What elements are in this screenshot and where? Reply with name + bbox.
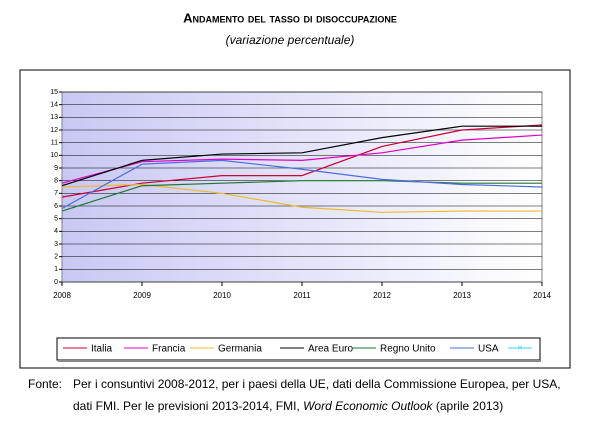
- y-tick-label: 1: [54, 266, 58, 273]
- y-tick-label: 11: [51, 140, 58, 147]
- y-tick-label: 7: [54, 190, 58, 197]
- y-tick-label: 3: [54, 241, 58, 248]
- x-tick-label: 2009: [133, 291, 151, 300]
- legend-label: Regno Unito: [380, 344, 436, 355]
- plot-area: [61, 91, 543, 283]
- y-tick-label: 5: [54, 216, 58, 223]
- chart-title: Andamento del tasso di disoccupazione: [183, 10, 397, 25]
- series-line: [61, 159, 543, 210]
- series-line: [61, 180, 542, 212]
- legend-label: Italia: [91, 344, 113, 355]
- series-line: [61, 125, 542, 187]
- legend-label: Area Euro: [308, 344, 353, 355]
- note-text: Per i consuntivi 2008-2012, per i paesi …: [73, 377, 561, 391]
- y-tick-label: 13: [50, 114, 58, 121]
- y-tick-label: 8: [54, 178, 58, 185]
- y-tick-label: 4: [54, 228, 58, 235]
- x-tick-label: 2013: [453, 291, 471, 300]
- note-label: Fonte:: [28, 377, 62, 391]
- y-tick-label: 15: [50, 89, 58, 96]
- chart-subtitle: (variazione percentuale): [226, 33, 355, 47]
- x-tick-label: 2011: [293, 291, 311, 300]
- series-line: [61, 134, 543, 184]
- series-line: [61, 124, 543, 198]
- y-tick-label: 14: [50, 102, 58, 109]
- legend-marker: ×: [517, 342, 522, 352]
- y-tick-label: 10: [50, 152, 58, 159]
- y-tick-label: 2: [54, 254, 58, 261]
- x-tick-label: 2012: [373, 291, 391, 300]
- legend-label: Francia: [152, 344, 186, 355]
- legend: Italia Francia Germania Area Euro Regno Unit…: [63, 344, 499, 355]
- y-tick-label: 6: [54, 203, 58, 210]
- x-tick-label: 2010: [213, 291, 231, 300]
- y-tick-label: 9: [54, 165, 58, 172]
- series-line: [61, 183, 542, 213]
- legend-label: Germania: [218, 344, 262, 355]
- y-tick-label: 12: [50, 127, 58, 134]
- x-tick-label: 2014: [533, 291, 551, 300]
- legend-box: [56, 337, 541, 361]
- legend-label: USA: [478, 344, 499, 355]
- y-tick-label: 0: [54, 279, 58, 286]
- x-tick-label: 2008: [53, 291, 71, 300]
- note-text: dati FMI. Per le previsioni 2013-2014, F…: [73, 399, 503, 413]
